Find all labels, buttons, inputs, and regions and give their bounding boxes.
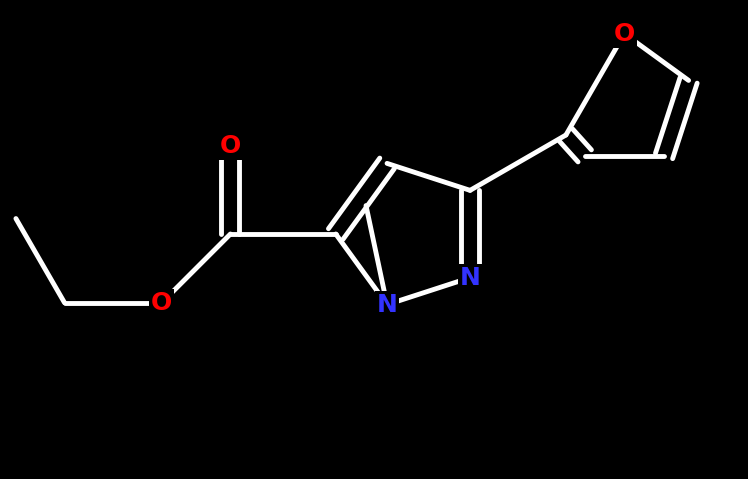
Text: O: O: [220, 134, 241, 158]
Text: N: N: [376, 293, 397, 317]
Text: O: O: [614, 22, 635, 46]
Text: O: O: [151, 291, 172, 315]
Text: N: N: [459, 266, 480, 290]
